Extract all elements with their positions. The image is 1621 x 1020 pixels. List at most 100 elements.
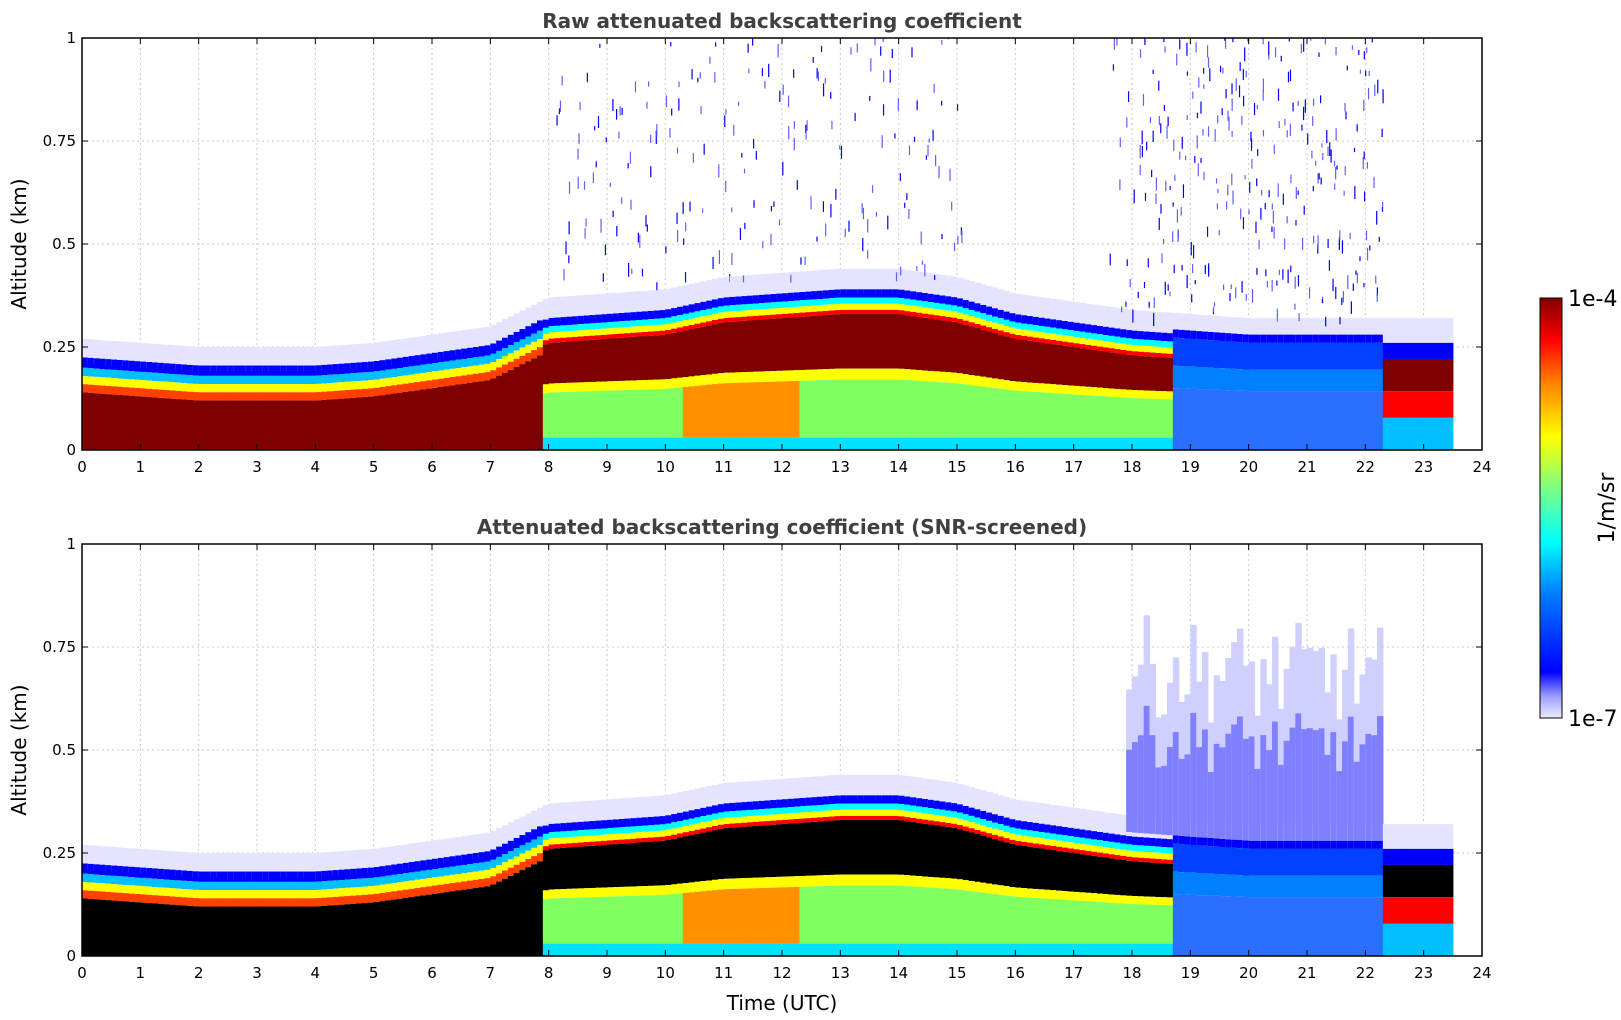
heatmap-column	[887, 774, 894, 956]
heatmap-column	[682, 222, 690, 450]
heatmap-column	[1231, 38, 1238, 450]
x-tick-label: 12	[772, 458, 791, 476]
heatmap-column	[93, 339, 101, 450]
heatmap-column	[309, 347, 316, 450]
heatmap-column	[391, 339, 398, 450]
heatmap-column	[1231, 642, 1238, 956]
heatmap-column	[280, 853, 287, 956]
heatmap-column	[659, 95, 668, 450]
heatmap-column	[1196, 77, 1204, 450]
heatmap-column	[630, 797, 637, 956]
heatmap-column	[332, 851, 340, 956]
heatmap-column	[939, 39, 946, 450]
heatmap-column	[1382, 824, 1390, 956]
heatmap-column	[315, 852, 322, 956]
heatmap-column	[688, 789, 696, 956]
heatmap-column	[1067, 301, 1075, 450]
heatmap-column	[846, 774, 853, 956]
heatmap-column	[677, 792, 684, 956]
heatmap-column	[1091, 304, 1098, 450]
heatmap-column	[1353, 49, 1362, 450]
heatmap-column	[1132, 676, 1139, 956]
x-tick-label: 0	[77, 458, 87, 476]
heatmap-column	[1301, 649, 1308, 956]
heatmap-column	[1102, 812, 1110, 956]
heatmap-column	[350, 850, 357, 956]
heatmap-column	[239, 347, 246, 450]
heatmap-column	[472, 834, 480, 956]
heatmap-column	[122, 847, 130, 956]
heatmap-column	[566, 802, 573, 956]
heatmap-column	[82, 338, 89, 450]
heatmap-column	[875, 46, 883, 450]
heatmap-column	[1400, 318, 1407, 450]
heatmap-column	[1108, 813, 1116, 956]
heatmap-column	[373, 342, 381, 450]
heatmap-column	[1347, 45, 1356, 450]
heatmap-column	[962, 785, 970, 956]
heatmap-column	[1277, 708, 1285, 956]
heatmap-column	[980, 790, 987, 956]
heatmap-column	[560, 802, 567, 956]
colorbar: 1e-4 1e-7 1/m/sr	[1539, 287, 1620, 732]
heatmap-column	[99, 340, 106, 450]
colorbar-max-label: 1e-4	[1568, 287, 1617, 312]
heatmap-column	[507, 822, 515, 956]
heatmap-column	[717, 783, 725, 956]
heatmap-column	[922, 144, 929, 450]
heatmap-column	[822, 775, 830, 956]
heatmap-column	[1167, 682, 1174, 956]
heatmap-column	[607, 99, 614, 450]
heatmap-column	[297, 853, 305, 956]
x-tick-label: 23	[1414, 458, 1433, 476]
x-tick-label: 6	[427, 964, 437, 982]
heatmap-column	[1114, 38, 1121, 450]
heatmap-column	[787, 69, 795, 450]
heatmap-column	[321, 346, 328, 450]
heatmap-column	[531, 810, 538, 956]
heatmap-column	[1044, 297, 1051, 450]
heatmap-column	[1050, 298, 1057, 450]
heatmap-column	[1254, 715, 1261, 956]
heatmap-column	[647, 81, 655, 450]
heatmap-column	[723, 782, 731, 956]
heatmap-column	[251, 853, 258, 956]
heatmap-column	[1207, 722, 1215, 956]
heatmap-column	[1172, 38, 1181, 450]
heatmap-column	[1178, 701, 1186, 956]
heatmap-column	[747, 38, 754, 450]
heatmap-column	[1050, 804, 1057, 956]
heatmap-column	[99, 846, 106, 956]
heatmap-column	[1003, 290, 1011, 450]
heatmap-column	[601, 799, 608, 956]
heatmap-column	[157, 850, 165, 956]
heatmap-column	[1161, 38, 1168, 450]
heatmap-column	[729, 782, 736, 956]
heatmap-column	[1406, 824, 1413, 956]
heatmap-column	[735, 101, 743, 450]
x-tick-label: 18	[1122, 458, 1141, 476]
heatmap-column	[402, 844, 410, 956]
heatmap-column	[986, 286, 993, 450]
heatmap-column	[817, 776, 824, 956]
heatmap-column	[472, 328, 480, 450]
x-tick-label: 13	[831, 458, 850, 476]
heatmap-column	[397, 339, 404, 450]
heatmap-column	[227, 853, 235, 956]
heatmap-column	[1213, 65, 1222, 450]
heatmap-column	[968, 787, 976, 956]
heatmap-column	[776, 43, 783, 450]
heatmap-column	[752, 138, 760, 450]
heatmap-column	[1015, 293, 1022, 450]
heatmap-column	[1312, 650, 1320, 956]
heatmap-column	[1283, 668, 1291, 956]
heatmap-column	[572, 148, 579, 450]
x-tick-label: 6	[427, 458, 437, 476]
heatmap-column	[805, 776, 812, 956]
colorbar-gradient	[1539, 297, 1563, 719]
y-tick-label: 0.25	[43, 844, 76, 862]
heatmap-column	[332, 345, 340, 450]
heatmap-column	[502, 319, 509, 450]
x-tick-label: 9	[602, 964, 612, 982]
heatmap-column	[700, 787, 707, 956]
